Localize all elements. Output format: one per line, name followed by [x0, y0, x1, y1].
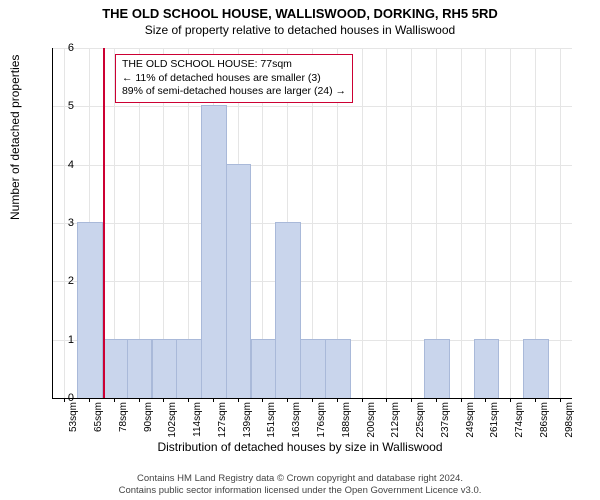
- chart-area: THE OLD SCHOOL HOUSE: 77sqm← 11% of deta…: [52, 48, 572, 398]
- bar: [226, 164, 252, 398]
- x-tick-label: 151sqm: [266, 402, 277, 438]
- annotation-box: THE OLD SCHOOL HOUSE: 77sqm← 11% of deta…: [115, 54, 353, 103]
- y-tick-label: 6: [68, 42, 74, 54]
- x-tick-label: 78sqm: [118, 402, 129, 432]
- y-tick-label: 2: [68, 275, 74, 287]
- x-tick-label: 261sqm: [489, 402, 500, 438]
- annotation-line: 89% of semi-detached houses are larger (…: [122, 85, 346, 99]
- annotation-line: THE OLD SCHOOL HOUSE: 77sqm: [122, 58, 346, 72]
- bar: [152, 339, 178, 398]
- footer: Contains HM Land Registry data © Crown c…: [0, 473, 600, 496]
- y-tick-label: 1: [68, 334, 74, 346]
- footer-line-1: Contains HM Land Registry data © Crown c…: [0, 473, 600, 484]
- x-tick-label: 298sqm: [564, 402, 575, 438]
- bar: [325, 339, 351, 398]
- y-tick-label: 4: [68, 159, 74, 171]
- x-tick-label: 127sqm: [217, 402, 228, 438]
- x-tick-label: 286sqm: [539, 402, 550, 438]
- bar: [251, 339, 277, 398]
- gridline: [411, 48, 412, 398]
- bar: [474, 339, 500, 398]
- gridline: [510, 48, 511, 398]
- plot-region: THE OLD SCHOOL HOUSE: 77sqm← 11% of deta…: [52, 48, 572, 398]
- x-tick-label: 114sqm: [192, 402, 203, 437]
- bar: [300, 339, 326, 398]
- x-tick-label: 237sqm: [440, 402, 451, 438]
- y-axis-label: Number of detached properties: [8, 55, 22, 220]
- gridline: [64, 48, 65, 398]
- footer-line-2: Contains public sector information licen…: [0, 485, 600, 496]
- x-tick-label: 274sqm: [514, 402, 525, 438]
- bar: [424, 339, 450, 398]
- x-tick-label: 163sqm: [291, 402, 302, 438]
- x-tick-label: 249sqm: [465, 402, 476, 438]
- x-tick-label: 212sqm: [390, 402, 401, 438]
- x-axis-label: Distribution of detached houses by size …: [0, 440, 600, 454]
- x-tick-label: 139sqm: [242, 402, 253, 438]
- bar: [127, 339, 153, 398]
- bar: [201, 105, 227, 398]
- y-tick-label: 3: [68, 217, 74, 229]
- bar: [102, 339, 128, 398]
- property-marker-line: [103, 48, 105, 398]
- page-subtitle: Size of property relative to detached ho…: [0, 21, 600, 37]
- x-tick-label: 200sqm: [366, 402, 377, 438]
- gridline: [386, 48, 387, 398]
- bar: [523, 339, 549, 398]
- y-axis: [52, 48, 53, 398]
- gridline: [362, 48, 363, 398]
- x-tick-label: 90sqm: [143, 402, 154, 432]
- y-tick-label: 5: [68, 100, 74, 112]
- bar: [77, 222, 103, 398]
- bar: [275, 222, 301, 398]
- x-tick-label: 65sqm: [93, 402, 104, 432]
- annotation-line: ← 11% of detached houses are smaller (3): [122, 72, 346, 86]
- gridline: [560, 48, 561, 398]
- x-tick-label: 176sqm: [316, 402, 327, 438]
- x-tick-label: 53sqm: [68, 402, 79, 432]
- bar: [176, 339, 202, 398]
- x-tick-label: 225sqm: [415, 402, 426, 438]
- x-tick-label: 102sqm: [167, 402, 178, 438]
- chart-container: THE OLD SCHOOL HOUSE, WALLISWOOD, DORKIN…: [0, 0, 600, 500]
- x-axis: [52, 398, 572, 399]
- x-tick-label: 188sqm: [341, 402, 352, 438]
- gridline: [461, 48, 462, 398]
- page-title: THE OLD SCHOOL HOUSE, WALLISWOOD, DORKIN…: [0, 0, 600, 21]
